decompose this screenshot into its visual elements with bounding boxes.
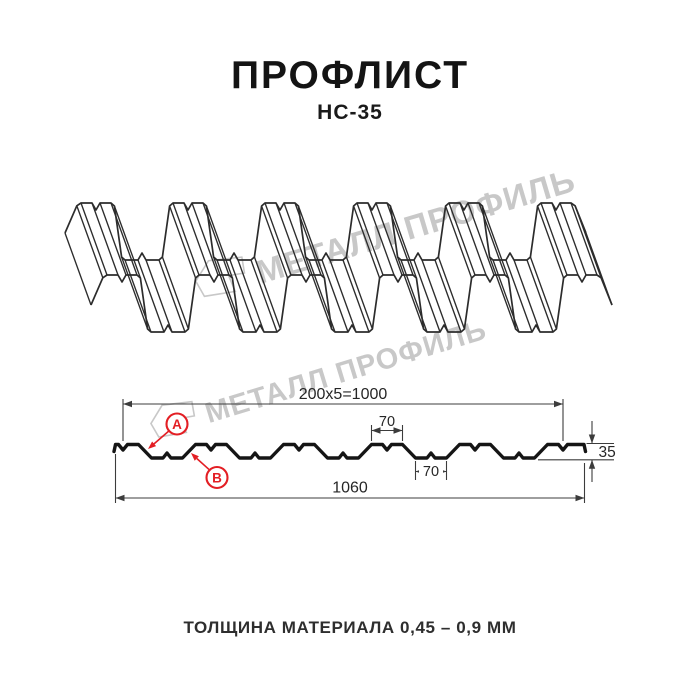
face-label-a-text: A xyxy=(172,417,182,432)
cross-section-profile-outline xyxy=(112,442,588,460)
profile-3d-view xyxy=(64,202,613,333)
label-a-arrowhead xyxy=(148,441,157,449)
dimension-height-label: 35 xyxy=(599,444,616,461)
face-label-a: A xyxy=(148,412,189,449)
profile-code-subtitle: НС-35 xyxy=(317,101,383,124)
thickness-note: ТОЛЩИНА МАТЕРИАЛА 0,45 – 0,9 ММ xyxy=(183,618,517,637)
page-title: ПРОФЛИСТ xyxy=(230,54,470,97)
face-label-b-text: B xyxy=(212,471,222,486)
dimension-crest-width-label: 70 xyxy=(379,414,395,430)
trough-label-backing xyxy=(419,462,443,479)
cross-section-drawing: 200x5=1000 1060 70 70 35 A B xyxy=(112,386,616,503)
dimension-lines xyxy=(114,399,614,503)
dimension-top-width-label: 200x5=1000 xyxy=(299,386,388,403)
dimension-overall-width-label: 1060 xyxy=(332,480,368,497)
dimension-trough-width-label: 70 xyxy=(423,464,439,480)
label-b-arrowhead xyxy=(191,453,199,461)
face-label-b: B xyxy=(191,453,229,490)
